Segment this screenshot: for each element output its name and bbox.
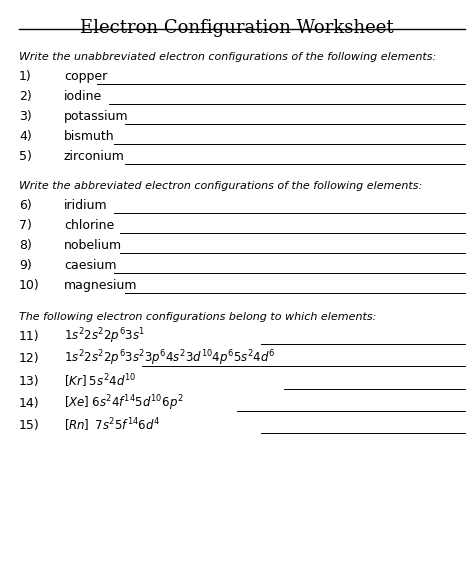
Text: 14): 14) [19, 397, 40, 410]
Text: zirconium: zirconium [64, 150, 125, 163]
Text: nobelium: nobelium [64, 239, 122, 252]
Text: 8): 8) [19, 239, 32, 252]
Text: The following electron configurations belong to which elements:: The following electron configurations be… [19, 312, 376, 322]
Text: 6): 6) [19, 199, 32, 212]
Text: bismuth: bismuth [64, 130, 115, 143]
Text: $[Kr]\;5s^{2}4d^{10}$: $[Kr]\;5s^{2}4d^{10}$ [64, 372, 137, 390]
Text: Write the abbreviated electron configurations of the following elements:: Write the abbreviated electron configura… [19, 181, 422, 191]
Text: 9): 9) [19, 259, 32, 272]
Text: caesium: caesium [64, 259, 117, 272]
Text: 13): 13) [19, 375, 40, 387]
Text: 10): 10) [19, 279, 40, 292]
Text: $1s^{2}2s^{2}2p^{6}3s^{2}3p^{6}4s^{2}3d^{10}4p^{6}5s^{2}4d^{6}$: $1s^{2}2s^{2}2p^{6}3s^{2}3p^{6}4s^{2}3d^… [64, 349, 275, 369]
Text: Electron Configuration Worksheet: Electron Configuration Worksheet [80, 19, 394, 37]
Text: Write the unabbreviated electron configurations of the following elements:: Write the unabbreviated electron configu… [19, 52, 436, 62]
Text: potassium: potassium [64, 110, 128, 123]
Text: 5): 5) [19, 150, 32, 163]
Text: 4): 4) [19, 130, 32, 143]
Text: 3): 3) [19, 110, 32, 123]
Text: 12): 12) [19, 352, 40, 365]
Text: 7): 7) [19, 219, 32, 232]
Text: 11): 11) [19, 330, 40, 343]
Text: copper: copper [64, 70, 107, 83]
Text: iodine: iodine [64, 90, 102, 103]
Text: 2): 2) [19, 90, 32, 103]
Text: chlorine: chlorine [64, 219, 114, 232]
Text: iridium: iridium [64, 199, 108, 212]
Text: $[Xe]\;6s^{2}4f^{14}5d^{10}6p^{2}$: $[Xe]\;6s^{2}4f^{14}5d^{10}6p^{2}$ [64, 393, 183, 413]
Text: 1): 1) [19, 70, 32, 83]
Text: magnesium: magnesium [64, 279, 137, 292]
Text: 15): 15) [19, 419, 40, 432]
Text: $[Rn]\;\;7s^{2}5f^{14}6d^{4}$: $[Rn]\;\;7s^{2}5f^{14}6d^{4}$ [64, 417, 161, 435]
Text: $1s^{2}2s^{2}2p^{6}3s^{1}$: $1s^{2}2s^{2}2p^{6}3s^{1}$ [64, 326, 145, 346]
